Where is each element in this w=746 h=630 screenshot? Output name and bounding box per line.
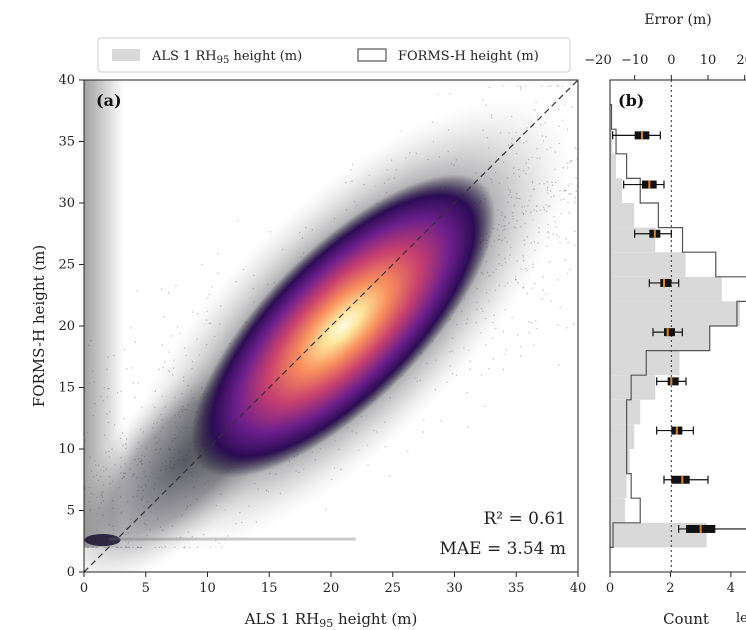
top-tick-label: 0 (667, 53, 675, 68)
panel-a-y-axis-label: FORMS-H height (m) (30, 245, 48, 407)
y-tick-label: 25 (58, 258, 75, 273)
panel-b: −20 −10 0 10 20 0 2 4 (b) Error (m) Count le (584, 12, 746, 628)
als-bar (610, 252, 686, 277)
y-tick-label: 30 (58, 196, 75, 211)
x-tick-label: 0 (80, 581, 88, 596)
top-tick-label: −20 (584, 53, 611, 68)
annotation-r2: R² = 0.61 (483, 509, 566, 529)
panel-a-y-ticks: 0 5 10 15 20 25 30 35 40 (58, 73, 84, 580)
panel-b-bottom-ticks: 0 2 4 (606, 572, 735, 596)
panel-b-top-ticks: −20 −10 0 10 20 (584, 53, 746, 80)
als-bar (610, 350, 680, 376)
y-tick-label: 40 (58, 73, 75, 88)
y-tick-label: 20 (58, 319, 75, 334)
panel-a-label: (a) (96, 91, 122, 110)
legend-label-als: ALS 1 RH95 height (m) (151, 49, 302, 66)
bottom-tick-label: 4 (727, 581, 735, 596)
top-tick-label: −10 (621, 53, 648, 68)
forms-histogram (610, 104, 746, 548)
y-tick-label: 5 (67, 504, 75, 519)
bottom-tick-label: 0 (606, 581, 614, 596)
panel-b-bottom-axis-label: Count (663, 610, 709, 628)
density-cloud (84, 80, 578, 572)
als-bar (610, 375, 656, 400)
x-tick-label: 10 (199, 581, 216, 596)
panel-a-x-axis-label: ALS 1 RH95 height (m) (244, 610, 418, 630)
x-tick-label: 5 (142, 581, 150, 596)
box-iqr (667, 377, 679, 386)
als-bar (610, 153, 617, 179)
x-tick-label: 35 (508, 581, 525, 596)
legend-swatch-forms (357, 48, 387, 62)
annotation-mae: MAE = 3.54 m (439, 539, 566, 559)
panel-a-x-ticks: 0 5 10 15 20 25 30 35 40 (80, 572, 586, 596)
x-tick-label: 25 (384, 581, 401, 596)
als-bar (610, 326, 710, 351)
als-histogram (610, 104, 740, 548)
als-bar (610, 498, 626, 523)
als-bar (610, 301, 740, 326)
als-bar (610, 227, 656, 253)
box-iqr (664, 328, 675, 337)
als-bar (610, 203, 635, 228)
y-tick-label: 15 (58, 381, 75, 396)
panel-b-top-axis-label: Error (m) (644, 12, 711, 28)
top-tick-label: 10 (700, 53, 717, 68)
legend: ALS 1 RH95 height (m) FORMS-H height (m) (97, 37, 571, 73)
box-iqr (660, 278, 672, 287)
panel-b-bottom-axis-label-extra: le (736, 611, 746, 626)
als-bar (610, 399, 641, 425)
top-tick-label: 20 (736, 53, 746, 68)
y-tick-label: 35 (58, 135, 75, 150)
panel-b-label: (b) (618, 91, 644, 110)
x-tick-label: 20 (323, 581, 340, 596)
als-bar (610, 449, 630, 474)
legend-label-forms: FORMS-H height (m) (398, 49, 539, 64)
y-tick-label: 10 (58, 442, 75, 457)
panel-b-frame (609, 79, 746, 573)
als-bar (610, 473, 627, 499)
als-bar (610, 129, 613, 154)
x-tick-label: 15 (261, 581, 278, 596)
one-to-one-line (84, 80, 578, 572)
legend-swatch-als (112, 49, 140, 61)
panel-a: 0 5 10 15 20 25 30 35 40 0 5 10 15 20 25 30 35 40 (a) R²… (30, 73, 586, 630)
y-tick-label: 0 (67, 565, 75, 580)
als-bar (610, 178, 623, 203)
bottom-tick-label: 2 (666, 581, 674, 596)
x-tick-label: 30 (446, 581, 463, 596)
x-tick-label: 40 (570, 581, 587, 596)
box-iqr (671, 475, 690, 484)
als-bar (610, 424, 635, 449)
error-boxplots (612, 131, 746, 533)
